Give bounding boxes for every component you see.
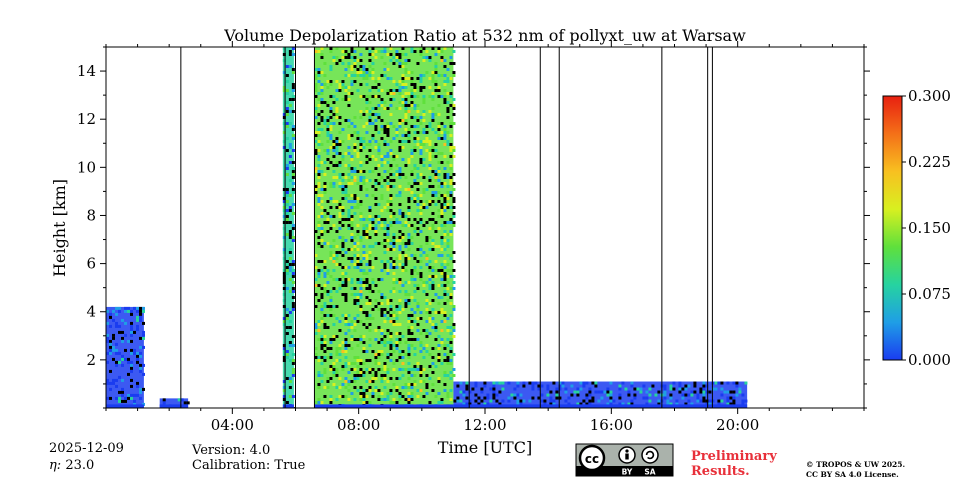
calibration-label: Calibration: True: [192, 458, 306, 473]
x-tick-label: 20:00: [716, 416, 759, 434]
plot-area: [106, 47, 864, 408]
eta-symbol: η:: [49, 458, 66, 473]
colorbar: [882, 95, 903, 361]
y-axis-label: Height [km]: [50, 179, 69, 277]
heatmap-region-afternoon-boundary-layer: [453, 381, 748, 408]
cc-badge-sa: SA: [644, 468, 655, 477]
chart-title: Volume Depolarization Ratio at 532 nm of…: [223, 26, 746, 45]
eta-label: η: 23.0: [49, 458, 94, 473]
sa-icon: [641, 446, 659, 464]
version-label: Version: 4.0: [192, 443, 271, 458]
x-tick-label: 16:00: [590, 416, 633, 434]
y-tick-label: 8: [86, 206, 96, 224]
y-axis-ticks: 2 4 6 8 10 12 14: [77, 46, 870, 409]
y-tick-label: 4: [86, 303, 96, 321]
colorbar-tick-label: 0.000: [908, 351, 951, 369]
heatmap-region-daytime-noise: [314, 47, 456, 408]
sa-arrow: [645, 450, 655, 460]
x-axis-label: Time [UTC]: [438, 438, 532, 457]
y-tick-label: 6: [86, 255, 96, 273]
cc-license-badge: cc BY SA: [575, 443, 674, 477]
heatmap-layer: [106, 47, 748, 408]
preliminary-line2: Results.: [691, 464, 750, 479]
by-person-head: [625, 449, 629, 453]
colorbar-tick-label: 0.300: [908, 87, 951, 105]
x-axis-ticks: 04:00 08:00 12:00 16:00 20:00: [105, 41, 865, 434]
heatmap-region-thin-layer-1: [159, 398, 190, 408]
colorbar-ticks: 0.000 0.075 0.150 0.225 0.300: [902, 87, 951, 369]
heatmap-region-early-night-aerosol: [106, 306, 145, 408]
preliminary-line1: Preliminary: [691, 449, 777, 464]
y-tick-label: 14: [77, 62, 96, 80]
y-tick-label: 12: [77, 110, 96, 128]
date-label: 2025-12-09: [49, 441, 124, 456]
y-tick-label: 2: [86, 351, 96, 369]
cc-badge-by: BY: [622, 468, 633, 477]
copyright-line2: CC BY SA 4.0 License.: [806, 470, 899, 479]
copyright-line1: © TROPOS & UW 2025.: [806, 460, 906, 469]
vertical-lines: [180, 47, 713, 408]
y-tick-label: 10: [77, 158, 96, 176]
colorbar-tick-label: 0.075: [908, 285, 951, 303]
cc-badge-cc: cc: [585, 452, 599, 466]
colorbar-tick-label: 0.225: [908, 153, 951, 171]
by-person-body: [625, 453, 629, 460]
x-tick-label: 12:00: [463, 416, 506, 434]
eta-value: 23.0: [65, 458, 95, 473]
x-tick-label: 04:00: [211, 416, 254, 434]
cc-icon: [578, 444, 606, 472]
x-tick-label: 08:00: [337, 416, 380, 434]
colorbar-tick-label: 0.150: [908, 219, 951, 237]
